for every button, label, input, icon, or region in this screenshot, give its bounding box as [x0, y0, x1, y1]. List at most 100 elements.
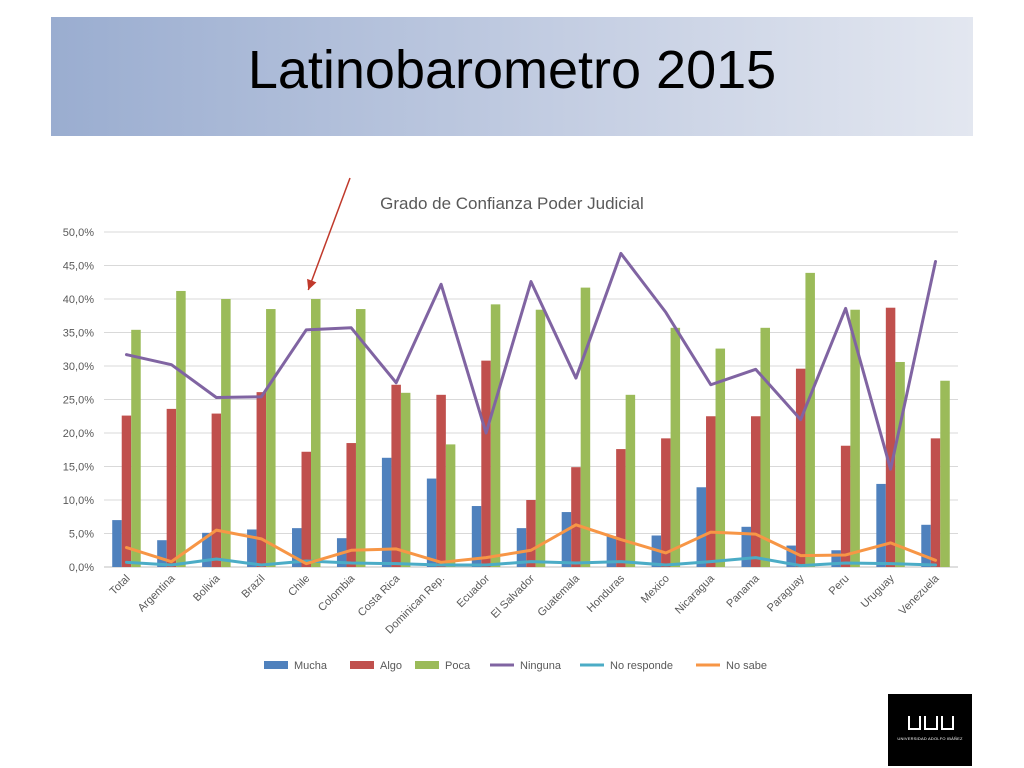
- bar-algo: [346, 443, 356, 567]
- bar-poca: [400, 392, 411, 567]
- bar-algo: [166, 408, 177, 567]
- x-tick-label: Colombia: [316, 572, 358, 614]
- legend-label: Mucha: [294, 660, 328, 672]
- x-tick-label: Peru: [827, 573, 852, 598]
- x-tick-label: Brazil: [239, 573, 267, 601]
- line-no-sabe: [124, 523, 938, 566]
- bar-poca: [895, 361, 905, 567]
- bar-mucha: [606, 536, 617, 567]
- bar-algo: [211, 413, 222, 567]
- bar-poca: [715, 348, 726, 567]
- bar-mucha: [876, 483, 886, 567]
- bar-poca: [940, 380, 950, 567]
- bar-poca: [266, 309, 276, 567]
- bar-poca: [535, 309, 546, 567]
- title-banner: Latinobarometro 2015: [51, 17, 973, 136]
- bar-mucha: [292, 528, 302, 567]
- legend: Mucha Algo Poca Ninguna No responde No sabe: [264, 660, 767, 672]
- bar-poca: [850, 309, 860, 567]
- slide-title: Latinobarometro 2015: [247, 40, 777, 100]
- line-ninguna: [124, 251, 938, 471]
- line-no-responde: [124, 556, 938, 568]
- bar-mucha: [741, 526, 751, 567]
- bar-mucha: [157, 540, 167, 567]
- x-tick-label: Chile: [286, 573, 312, 599]
- bar-mucha: [426, 478, 437, 567]
- x-tick-label: Venezuela: [897, 572, 942, 617]
- bar-mucha: [202, 532, 212, 567]
- x-tick-label: Mexico: [639, 573, 672, 606]
- y-tick-label: 45,0%: [63, 261, 94, 273]
- x-tick-label: Ecuador: [455, 572, 493, 610]
- legend-label: Poca: [445, 660, 471, 672]
- y-tick-label: 25,0%: [63, 395, 94, 407]
- bar-poca: [490, 304, 501, 567]
- bar-algo: [391, 384, 401, 567]
- bar-algo: [840, 445, 851, 567]
- bar-poca: [805, 272, 815, 567]
- x-axis: Total Argentina Bolivia Brazil Chile Colombia…: [108, 572, 943, 636]
- x-tick-label: Uruguay: [859, 572, 897, 610]
- bar-mucha: [471, 506, 482, 567]
- bar-mucha: [831, 550, 841, 567]
- legend-swatch: [350, 661, 374, 669]
- bar-poca: [131, 329, 141, 567]
- bar-mucha: [561, 512, 572, 567]
- bar-mucha: [516, 528, 527, 567]
- bar-mucha: [921, 524, 931, 567]
- y-tick-label: 10,0%: [63, 495, 94, 507]
- x-tick-label: Total: [108, 573, 133, 598]
- x-tick-label: Nicaragua: [673, 572, 718, 617]
- bar-algo: [526, 500, 536, 567]
- x-tick-label: Guatemala: [536, 572, 583, 619]
- bar-poca: [670, 327, 681, 567]
- x-tick-label: El Salvador: [489, 572, 537, 620]
- y-tick-label: 30,0%: [63, 361, 94, 373]
- bar-algo: [885, 307, 896, 567]
- logo-text: UNIVERSIDAD ADOLFO IBÁÑEZ: [897, 736, 963, 741]
- y-tick-label: 20,0%: [63, 428, 94, 440]
- bar-algo: [661, 438, 671, 567]
- bar-mucha: [112, 520, 122, 567]
- lines: [124, 251, 938, 568]
- x-tick-label: Honduras: [585, 572, 628, 615]
- bar-poca: [355, 309, 366, 567]
- annotation-arrow: [307, 177, 351, 291]
- legend-label: Ninguna: [520, 660, 562, 672]
- bar-poca: [221, 299, 231, 567]
- bar-algo: [121, 415, 132, 567]
- bar-algo: [436, 394, 446, 567]
- y-axis: 0,0% 5,0% 10,0% 15,0% 20,0% 25,0% 30,0% 35,0% 40…: [63, 227, 94, 574]
- x-tick-label: Costa Rica: [356, 572, 403, 619]
- chart-title: Grado de Confianza Poder Judicial: [380, 194, 644, 213]
- y-tick-label: 15,0%: [63, 462, 94, 474]
- x-tick-label: Bolivia: [191, 572, 223, 604]
- y-tick-label: 5,0%: [69, 529, 94, 541]
- bar-poca: [311, 299, 321, 567]
- bar-mucha: [696, 487, 707, 567]
- bar-algo: [256, 392, 267, 567]
- x-tick-label: Paraguay: [765, 572, 807, 614]
- y-tick-label: 50,0%: [63, 227, 94, 239]
- annotation: [307, 177, 351, 291]
- y-tick-label: 35,0%: [63, 328, 94, 340]
- bar-algo: [930, 438, 941, 567]
- bar-algo: [301, 451, 312, 567]
- x-tick-label: Argentina: [136, 572, 178, 614]
- annotation-arrowhead: [307, 278, 317, 290]
- bar-poca: [625, 394, 636, 567]
- bar-algo: [750, 416, 761, 567]
- bar-algo: [616, 449, 626, 567]
- bar-algo: [706, 416, 716, 567]
- gridlines: [104, 231, 958, 568]
- bar-algo: [481, 360, 491, 567]
- y-tick-label: 0,0%: [69, 562, 94, 574]
- bars: [112, 272, 950, 567]
- legend-label: No responde: [610, 660, 673, 672]
- legend-swatch: [415, 661, 439, 669]
- bar-poca: [760, 327, 770, 567]
- bar-mucha: [786, 545, 796, 567]
- legend-label: Algo: [380, 660, 402, 672]
- bar-poca: [176, 290, 186, 567]
